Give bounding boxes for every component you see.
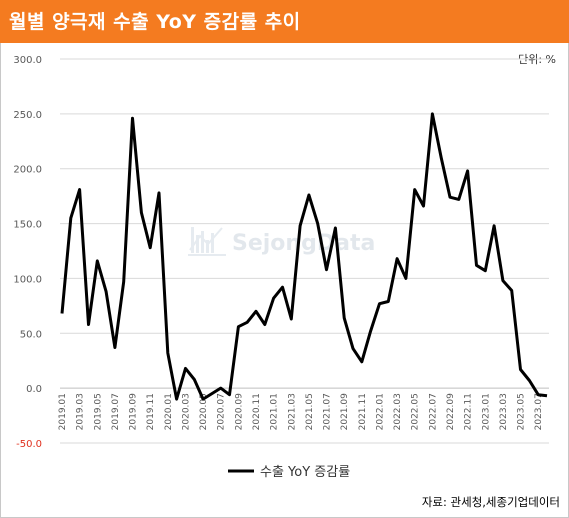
y-tick-label: 100.0 — [13, 274, 42, 285]
series-lines — [60, 112, 548, 401]
y-tick-label: 300.0 — [13, 55, 42, 66]
y-axis-tick-labels: 300.0 250.0 200.0 150.0 100.0 50.0 0.0 -50.0 — [13, 55, 42, 450]
x-tick-label: 2020.07 — [217, 393, 227, 430]
x-tick-label: 2020.01 — [164, 393, 174, 430]
x-axis-tick-labels: 2019.01 2019.03 2019.05 2019.07 2019.09 2019.… — [58, 393, 544, 430]
x-tick-label: 2022.07 — [428, 393, 438, 430]
legend-label: 수출 YoY 증감률 — [260, 465, 350, 480]
x-tick-label: 2019.07 — [111, 393, 121, 430]
watermark-logo-icon — [188, 227, 226, 256]
chart-title: 월별 양극재 수출 YoY 증감률 추이 — [9, 11, 301, 33]
series-line — [60, 112, 548, 401]
x-tick-label: 2019.03 — [76, 393, 86, 430]
x-tick-label: 2022.05 — [411, 393, 421, 430]
watermark-text: SejongData — [232, 231, 375, 256]
x-tick-label: 2022.01 — [375, 393, 385, 430]
x-tick-label: 2023.07 — [534, 393, 544, 430]
title-bar: 월별 양극재 수출 YoY 증감률 추이 — [0, 0, 569, 43]
watermark: SejongData — [188, 227, 375, 256]
source-note: 자료: 관세청,세종기업데이터 — [421, 495, 560, 509]
x-tick-label: 2019.05 — [93, 393, 103, 430]
y-tick-label: -50.0 — [16, 439, 42, 450]
x-tick-label: 2019.11 — [146, 393, 156, 430]
legend: 수출 YoY 증감률 — [228, 465, 350, 480]
x-tick-label: 2023.01 — [481, 393, 491, 430]
x-tick-label: 2021.09 — [340, 393, 350, 430]
y-tick-label: 150.0 — [13, 220, 42, 231]
y-tick-label: 250.0 — [13, 110, 42, 121]
x-tick-label: 2021.01 — [270, 393, 280, 430]
x-tick-label: 2023.05 — [517, 393, 527, 430]
x-tick-label: 2020.05 — [199, 393, 209, 430]
y-tick-label: 50.0 — [20, 329, 42, 340]
x-tick-label: 2023.03 — [499, 393, 509, 430]
x-tick-label: 2021.07 — [323, 393, 333, 430]
x-tick-label: 2022.09 — [446, 393, 456, 430]
x-tick-label: 2021.11 — [358, 393, 368, 430]
x-tick-label: 2020.03 — [181, 393, 191, 430]
x-tick-label: 2019.09 — [129, 393, 139, 430]
x-tick-label: 2021.03 — [287, 393, 297, 430]
x-tick-label: 2020.09 — [234, 393, 244, 430]
gridlines — [60, 58, 549, 444]
y-tick-label: 0.0 — [26, 384, 42, 395]
x-tick-label: 2022.03 — [393, 393, 403, 430]
y-tick-label: 200.0 — [13, 165, 42, 176]
x-tick-label: 2022.11 — [464, 393, 474, 430]
x-tick-label: 2019.01 — [58, 393, 68, 430]
x-tick-label: 2020.11 — [252, 393, 262, 430]
x-tick-label: 2021.05 — [305, 393, 315, 430]
